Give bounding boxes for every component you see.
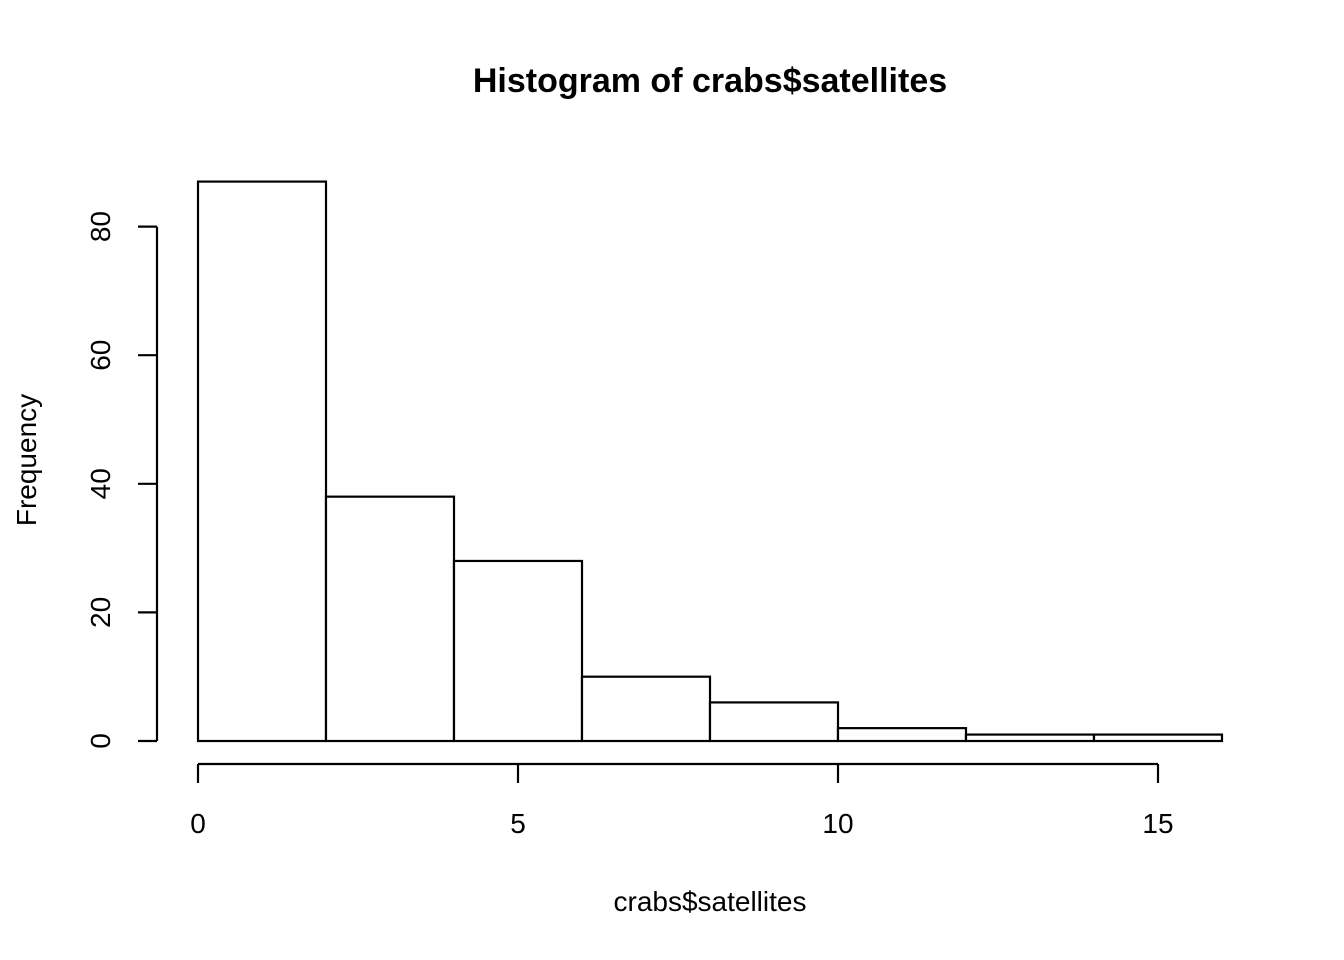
y-axis: 0 20 40 60 80 — [85, 211, 159, 749]
y-tick-label-0: 0 — [85, 733, 116, 749]
histogram-bar-2 — [452, 559, 584, 743]
chart-title: Histogram of crabs$satellites — [473, 62, 947, 100]
histogram-bar-3 — [580, 675, 712, 743]
y-tick-label-4: 80 — [85, 211, 116, 242]
y-tick-label-3: 60 — [85, 340, 116, 371]
x-tick-label-1: 5 — [510, 808, 526, 839]
histogram-bar-7 — [1092, 733, 1224, 743]
y-tick-label-1: 20 — [85, 597, 116, 628]
y-axis-label: Frequency — [11, 394, 42, 526]
histogram-bar-6 — [964, 733, 1096, 743]
histogram-bar-4 — [708, 701, 840, 743]
bars-group — [196, 180, 1224, 743]
x-axis-label: crabs$satellites — [614, 886, 807, 917]
histogram-bar-1 — [324, 495, 456, 743]
histogram-bar-0 — [196, 180, 328, 743]
histogram-bar-5 — [836, 727, 968, 743]
x-axis: 0 5 10 15 — [190, 762, 1174, 839]
x-tick-label-2: 10 — [822, 808, 853, 839]
x-tick-label-0: 0 — [190, 808, 206, 839]
y-tick-label-2: 40 — [85, 468, 116, 499]
x-tick-label-3: 15 — [1142, 808, 1173, 839]
